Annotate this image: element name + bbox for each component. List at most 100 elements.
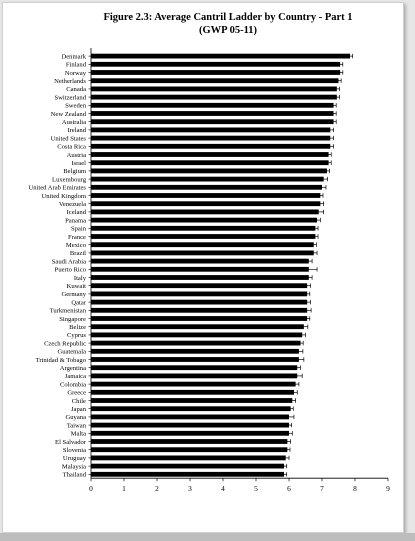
category-labels: Denmark FinlandNorwayNetherlandsCanadaSwi…: [29, 53, 87, 478]
bar: [91, 119, 334, 125]
bar: [91, 447, 288, 453]
category-label: Canada: [66, 86, 86, 93]
bar: [91, 94, 337, 100]
category-label: Mexico: [66, 242, 87, 249]
bar: [91, 455, 286, 461]
category-label: Italy: [74, 275, 87, 282]
category-label: Singapore: [59, 316, 86, 323]
category-label: Malaysia: [62, 463, 86, 470]
category-label: Colombia: [60, 381, 86, 388]
category-label: Israel: [71, 160, 86, 167]
category-label: Kuwait: [67, 283, 87, 290]
bar: [91, 307, 308, 313]
category-label: Luxembourg: [52, 176, 87, 183]
bar: [91, 398, 293, 403]
category-label: Qatar: [71, 299, 86, 306]
bar: [91, 160, 329, 166]
category-label: France: [68, 234, 86, 241]
category-label: United Arab Emirates: [29, 185, 87, 192]
category-label: Finland: [66, 62, 87, 69]
category-label: Norway: [65, 70, 87, 77]
bottom-strip: [0, 533, 415, 541]
category-label: Saudi Arabia: [52, 258, 86, 265]
category-label: Turkmenistan: [50, 308, 87, 315]
bar: [91, 373, 298, 379]
x-tick-label: 9: [386, 484, 390, 493]
x-axis: 0 1 2 3 4 5 6 7 8 9: [88, 48, 390, 493]
bar: [91, 217, 318, 223]
category-label: Panama: [65, 217, 86, 224]
category-label: Austria: [67, 152, 86, 159]
bar: [91, 275, 309, 280]
category-label: Belgium: [63, 168, 87, 175]
category-label: Venezuela: [59, 201, 86, 208]
bar: [91, 414, 289, 420]
bar: [91, 201, 321, 207]
x-tick-label: 6: [287, 484, 291, 493]
category-label: Switzerland: [55, 94, 87, 101]
bar: [91, 53, 351, 59]
bar: [91, 430, 289, 436]
bar: [91, 463, 285, 469]
category-label: Malta: [71, 431, 86, 438]
x-tick-label: 2: [155, 484, 159, 493]
bar: [91, 381, 296, 387]
category-label: Argentina: [60, 365, 86, 372]
x-tick-label: 3: [188, 484, 192, 493]
bar: [91, 357, 299, 362]
bar: [91, 234, 316, 239]
category-label: Denmark: [61, 53, 86, 60]
category-label: Sweden: [65, 103, 87, 110]
bar: [91, 225, 316, 231]
bar: [91, 250, 314, 256]
category-label: Spain: [71, 226, 87, 233]
x-tick-label: 8: [353, 484, 357, 493]
bar: [91, 266, 309, 272]
bar: [91, 184, 322, 190]
bar: [91, 152, 329, 157]
bar: [91, 209, 319, 215]
bar: [91, 168, 327, 174]
bar: [91, 78, 339, 84]
bar: [91, 332, 303, 338]
category-label: Germany: [61, 291, 86, 298]
x-tick-label: 7: [320, 484, 324, 493]
bar: [91, 242, 314, 248]
bar: [91, 299, 308, 305]
bar: [91, 406, 291, 412]
bar: [91, 348, 299, 354]
bar: [91, 127, 331, 133]
x-tick-label: 1: [122, 484, 126, 493]
category-label: El Salvador: [55, 439, 87, 446]
bar: [91, 102, 334, 108]
bar: [91, 70, 341, 75]
bar: [91, 422, 289, 428]
category-label: Brazil: [70, 250, 86, 257]
category-label: Czech Republic: [44, 340, 86, 347]
bar: [91, 283, 308, 289]
category-label: Greece: [67, 390, 86, 397]
bar: [91, 340, 301, 346]
chart-subtitle: (GWP 05-11): [199, 25, 258, 36]
category-label: Taiwan: [67, 422, 87, 429]
category-label: Guatemala: [57, 349, 86, 356]
x-tick-label: 5: [254, 484, 258, 493]
category-label: Cyprus: [67, 332, 86, 339]
bar: [91, 61, 341, 67]
bar: [91, 258, 309, 264]
bar: [91, 316, 308, 321]
category-label: Jamaica: [65, 373, 86, 380]
category-label: Thailand: [63, 472, 87, 479]
category-label: Costa Rica: [57, 144, 86, 151]
category-label: Australia: [62, 119, 86, 126]
bar: [91, 389, 294, 395]
bar: [91, 143, 331, 149]
category-label: United States: [51, 135, 87, 142]
x-tick-label: 0: [89, 484, 93, 493]
category-label: Ireland: [67, 127, 86, 134]
bar: [91, 176, 324, 182]
category-label: Guyana: [65, 414, 86, 421]
bars-layer: [91, 53, 354, 477]
bar: [91, 471, 285, 477]
